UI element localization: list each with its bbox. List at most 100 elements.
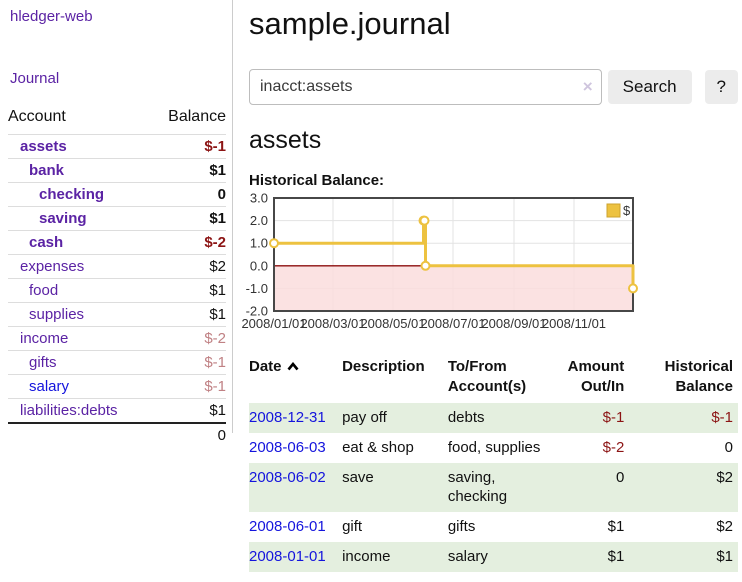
- column-header-description: Description: [342, 358, 425, 375]
- balance-column-label: Balance: [168, 108, 226, 125]
- account-tree: Account Balance assets $-1 bank $1 checking 0…: [8, 106, 226, 447]
- column-header-to-from-account-s-: To/From Account(s): [447, 358, 527, 395]
- transaction-row: 2008-06-02 save saving, checking 0 $2: [249, 463, 738, 512]
- transaction-date: 2008-06-03: [249, 433, 342, 463]
- account-link-food[interactable]: food: [29, 282, 59, 299]
- transaction-date: 2008-12-31: [249, 403, 342, 433]
- account-link-salary[interactable]: salary: [29, 378, 70, 395]
- transaction-description: save: [342, 469, 374, 486]
- account-link-gifts[interactable]: gifts: [29, 354, 57, 371]
- legend-label: $: [623, 203, 631, 218]
- sidebar: hledger-web Journal Account Balance asse…: [0, 0, 233, 444]
- column-header-historical-balance: Historical Balance: [664, 358, 733, 395]
- sidebar-item-journal[interactable]: Journal: [10, 70, 60, 87]
- account-balance: $-1: [204, 354, 226, 371]
- account-link-income[interactable]: income: [20, 330, 69, 347]
- transaction-row: 2008-12-31 pay off debts $-1 $-1: [249, 403, 738, 433]
- x-tick-label: 2008/03/01: [300, 316, 365, 331]
- account-row: liabilities:debts $1: [8, 398, 226, 422]
- x-tick-label: 2008/11/01: [542, 316, 606, 331]
- account-row: supplies $1: [8, 302, 226, 326]
- search-input[interactable]: [249, 69, 602, 105]
- transaction-description: pay off: [342, 409, 387, 426]
- transaction-balance: 0: [724, 439, 733, 456]
- clear-search-icon[interactable]: ×: [582, 77, 593, 96]
- account-row: expenses $2: [8, 254, 226, 278]
- chart-svg: $3.0 2.0 1.0 0.0 -1.0 -2.02008/01/012008/03/0…: [241, 191, 638, 331]
- column-header-date[interactable]: Date: [249, 353, 342, 403]
- search-button[interactable]: Search: [607, 70, 692, 104]
- data-point-marker: [269, 238, 279, 249]
- account-total: 0: [8, 422, 226, 447]
- transaction-amount: $1: [607, 518, 625, 535]
- transaction-date: 2008-06-01: [249, 512, 342, 542]
- transaction-date-link[interactable]: 2008-12-31: [249, 409, 326, 426]
- account-balance: $1: [209, 162, 226, 179]
- transaction-accounts: gifts: [447, 518, 476, 535]
- account-link-expenses[interactable]: expenses: [20, 258, 85, 275]
- search-box: ×: [249, 69, 602, 105]
- account-balance: $-1: [204, 378, 226, 395]
- transaction-date-link[interactable]: 2008-06-03: [249, 439, 326, 456]
- transactions-table: Date Description To/From Account(s) Amount …: [249, 353, 738, 572]
- account-link-saving[interactable]: saving: [39, 210, 87, 227]
- main-content: sample.journal × Search ? assets Histori…: [241, 0, 738, 572]
- historical-balance-chart: $3.0 2.0 1.0 0.0 -1.0 -2.0 2008/01/01 2008/03/0…: [240, 191, 660, 337]
- legend-swatch: [606, 203, 621, 218]
- account-column-label: Account: [8, 108, 66, 125]
- account-link-bank[interactable]: bank: [29, 162, 65, 179]
- x-tick-label: 2008/07/01: [420, 316, 485, 331]
- account-balance: $1: [209, 210, 226, 227]
- search-bar: × Search ?: [249, 69, 738, 105]
- transaction-row: 2008-06-01 gift gifts $1 $2: [249, 512, 738, 542]
- transaction-description: eat & shop: [342, 439, 414, 456]
- x-tick-label: 2008/09/01: [481, 316, 546, 331]
- account-link-liabilities-debts[interactable]: liabilities:debts: [20, 402, 118, 419]
- account-balance: $1: [209, 402, 226, 419]
- account-row: salary $-1: [8, 374, 226, 398]
- account-row: bank $1: [8, 158, 226, 182]
- y-tick-label: -1.0: [246, 281, 268, 296]
- account-row: cash $-2: [8, 230, 226, 254]
- transaction-date-link[interactable]: 2008-06-02: [249, 469, 326, 486]
- transaction-row: 2008-06-03 eat & shop food, supplies $-2 0: [249, 433, 738, 463]
- column-header-amount-out-in: Amount Out/In: [567, 358, 625, 395]
- transaction-accounts: saving, checking: [447, 469, 508, 505]
- y-tick-label: -2.0: [246, 304, 268, 319]
- data-point-marker: [420, 260, 431, 271]
- help-button[interactable]: ?: [704, 70, 738, 104]
- account-balance: $-2: [204, 330, 226, 347]
- account-link-assets[interactable]: assets: [20, 138, 67, 155]
- account-row: gifts $-1: [8, 350, 226, 374]
- transaction-amount: 0: [615, 469, 625, 486]
- sort-ascending-icon: [287, 362, 299, 371]
- transaction-row: 2008-01-01 income salary $1 $1: [249, 542, 738, 572]
- transaction-date-link[interactable]: 2008-01-01: [249, 548, 326, 565]
- account-link-checking[interactable]: checking: [39, 186, 105, 203]
- plot-border: [273, 197, 634, 312]
- y-tick-label: 3.0: [250, 191, 268, 206]
- transaction-balance: $-1: [711, 409, 733, 426]
- transaction-balance: $1: [716, 548, 733, 565]
- transaction-date-link[interactable]: 2008-06-01: [249, 518, 326, 535]
- app-title-link[interactable]: hledger-web: [10, 8, 93, 25]
- transaction-accounts: salary: [447, 548, 488, 565]
- transaction-description: gift: [342, 518, 363, 535]
- account-link-supplies[interactable]: supplies: [29, 306, 85, 323]
- data-point-marker: [628, 283, 638, 294]
- x-tick-label: 2008/05/01: [360, 316, 425, 331]
- account-balance: $2: [209, 258, 226, 275]
- transaction-date: 2008-06-02: [249, 463, 342, 512]
- transactions-header-row: Date Description To/From Account(s) Amount …: [249, 353, 738, 403]
- y-tick-label: 0.0: [250, 258, 268, 273]
- account-row: checking 0: [8, 182, 226, 206]
- page-title: sample.journal: [249, 6, 451, 41]
- account-row: income $-2: [8, 326, 226, 350]
- account-tree-header: Account Balance: [8, 106, 226, 134]
- data-point-marker: [419, 215, 430, 226]
- account-balance: $-1: [204, 138, 226, 155]
- transaction-amount: $1: [607, 548, 625, 565]
- transaction-balance: $2: [716, 469, 733, 486]
- transaction-amount: $-2: [602, 439, 625, 456]
- account-link-cash[interactable]: cash: [29, 234, 64, 251]
